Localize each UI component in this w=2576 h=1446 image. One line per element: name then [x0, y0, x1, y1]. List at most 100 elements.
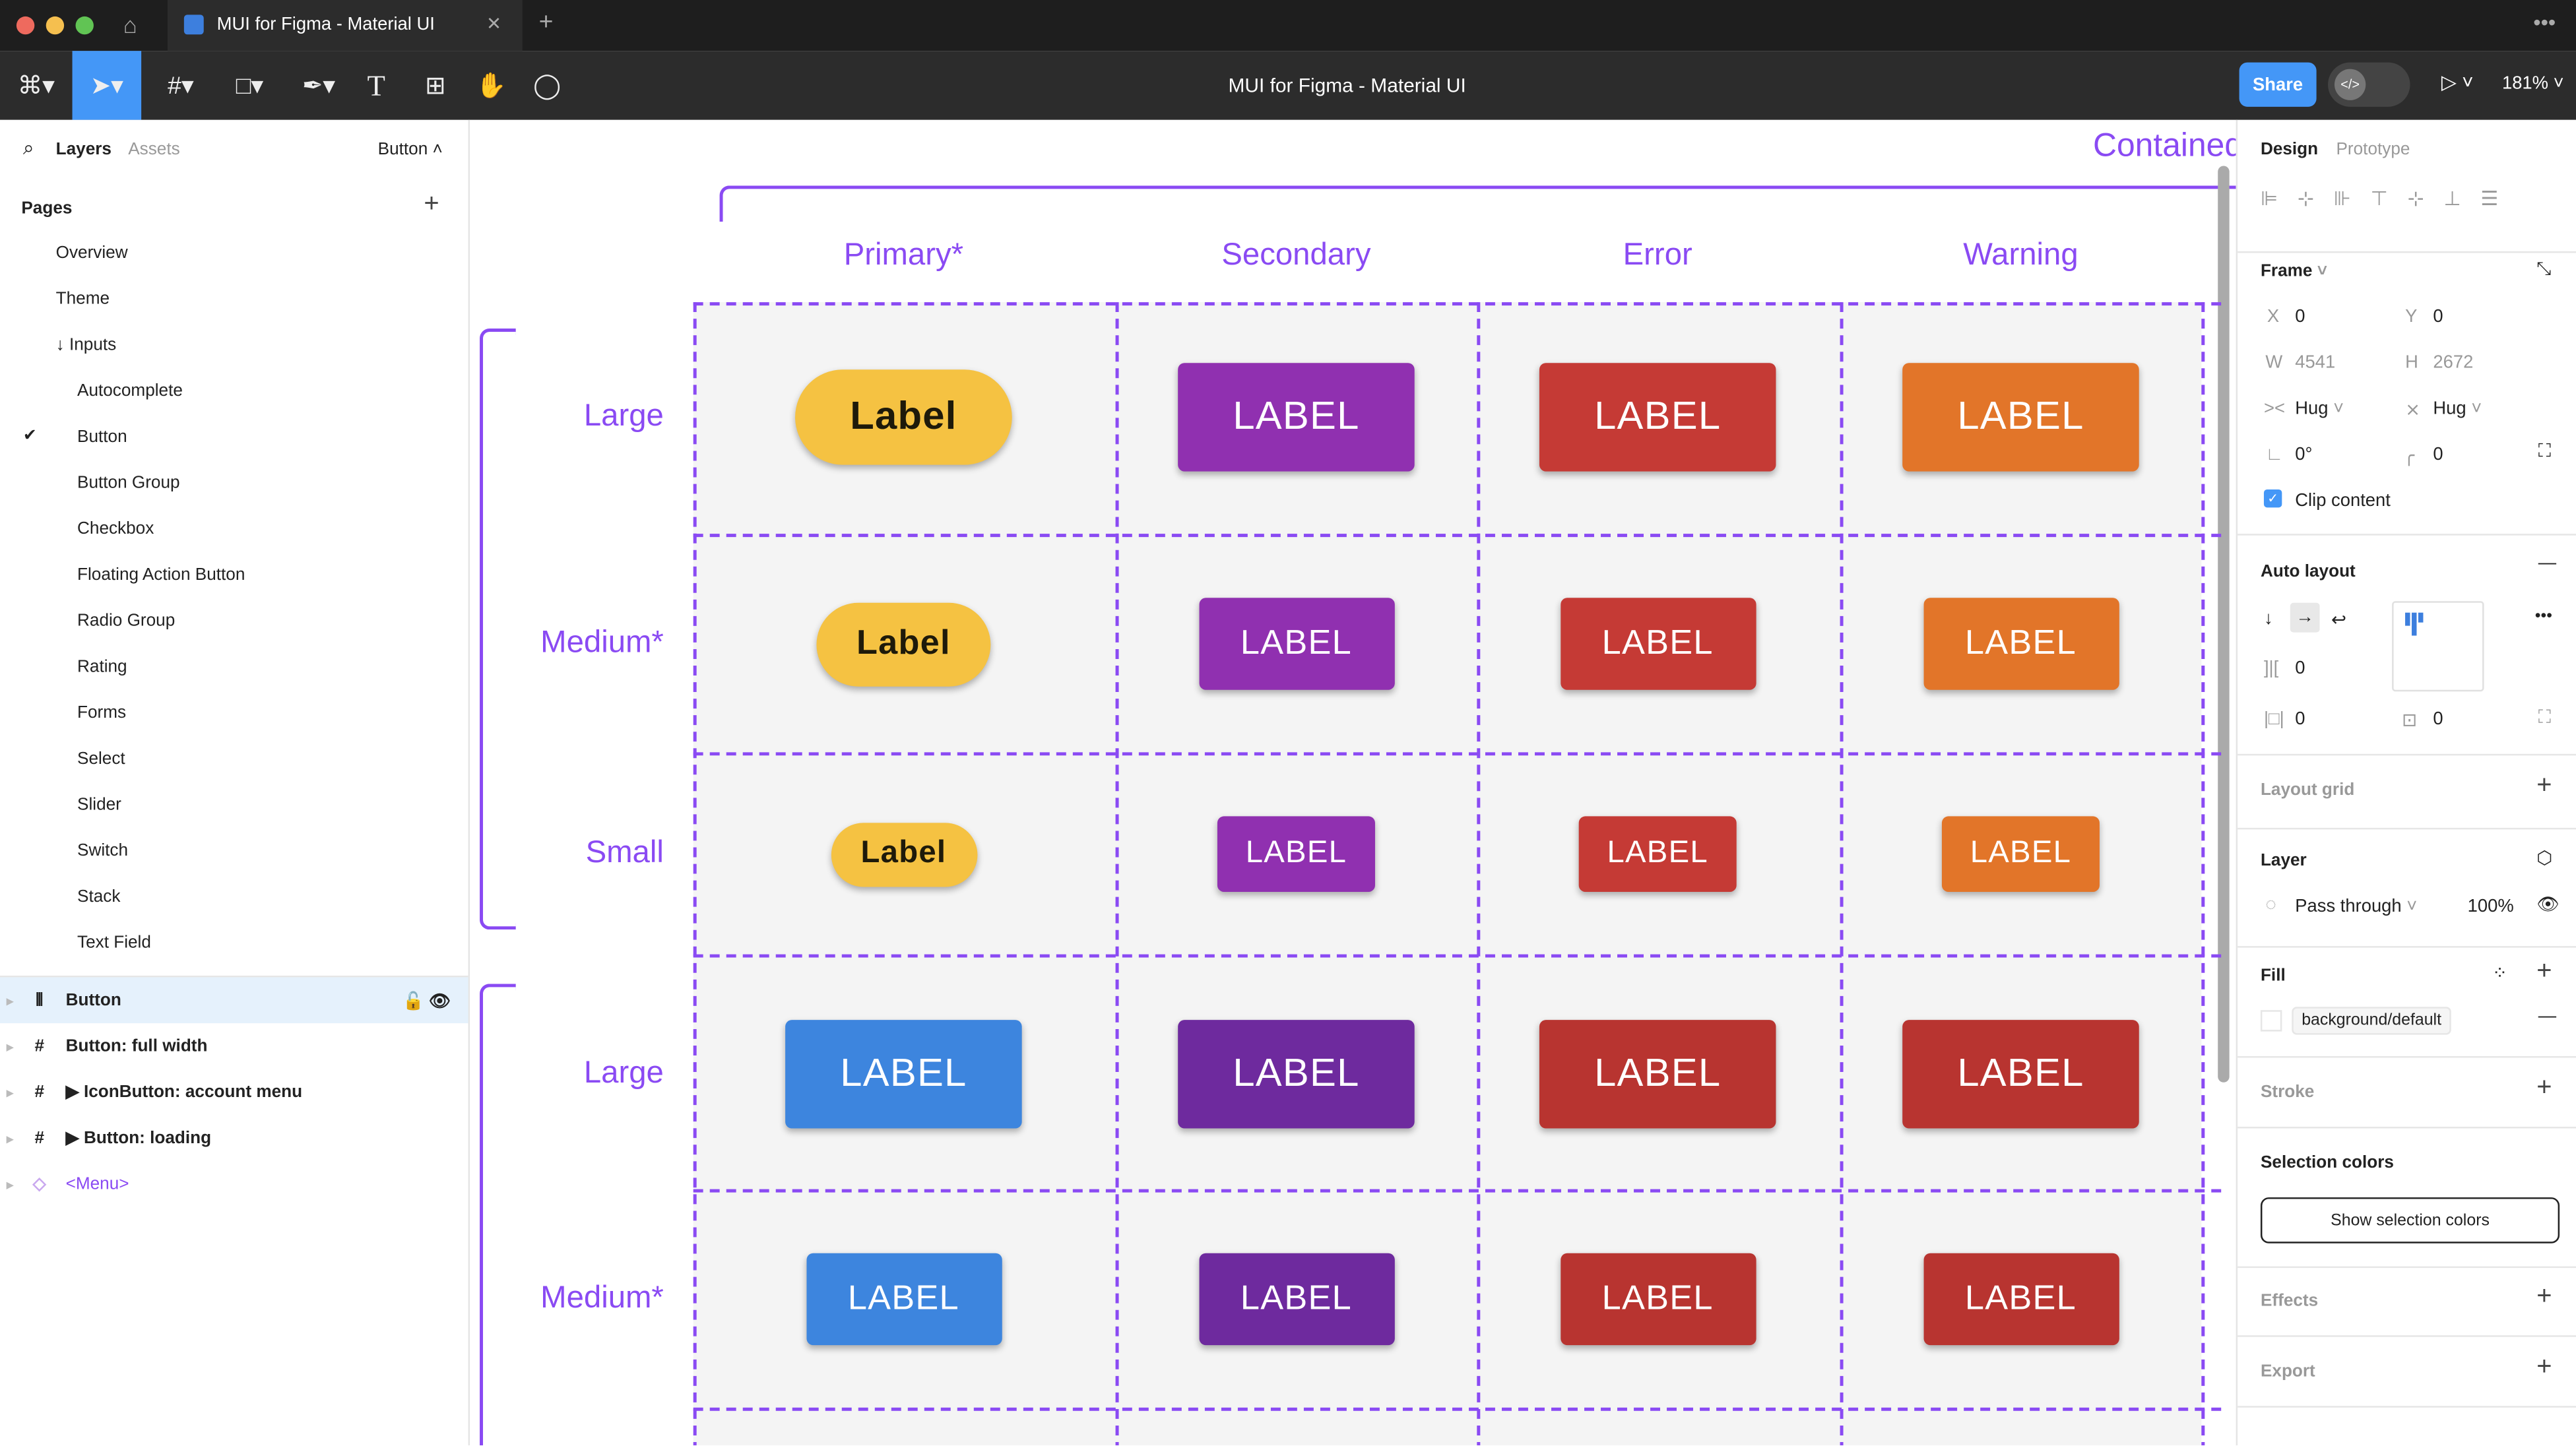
hand-tool-icon[interactable]: ✋ — [476, 72, 507, 100]
zoom-menu[interactable]: 181% ˅ — [2501, 74, 2564, 94]
fill-swatch[interactable] — [2260, 1010, 2282, 1032]
dev-mode-toggle[interactable]: </> — [2328, 62, 2410, 107]
blend-mode-select[interactable]: Pass through ˅ — [2295, 896, 2418, 917]
page-item[interactable]: Text Field — [77, 933, 151, 953]
auto-layout-more-icon[interactable]: ••• — [2534, 608, 2552, 626]
tab-assets[interactable]: Assets — [128, 139, 180, 160]
resources-tool-icon[interactable]: ⊞ — [425, 72, 446, 100]
close-tab-icon[interactable]: ✕ — [486, 15, 501, 35]
alignment-grid[interactable] — [2392, 601, 2484, 692]
individual-padding-icon[interactable]: ⛶ — [2538, 708, 2551, 728]
more-icon[interactable]: ••• — [2533, 9, 2556, 35]
clip-content-checkbox[interactable]: ✓ — [2263, 489, 2282, 508]
expand-caret-icon[interactable]: ▸ — [6, 1038, 13, 1054]
y-input[interactable]: 0 — [2433, 307, 2443, 327]
height-input[interactable]: 2672 — [2433, 353, 2474, 373]
page-item[interactable]: Select — [77, 749, 125, 769]
corner-radius-input[interactable]: 0 — [2433, 445, 2443, 465]
search-icon[interactable]: ⌕ — [22, 136, 34, 160]
page-item[interactable]: Autocomplete — [77, 381, 183, 401]
mui-button[interactable]: Label — [830, 822, 977, 887]
mui-button[interactable]: LABEL — [1923, 598, 2119, 690]
add-export-icon[interactable]: + — [2536, 1353, 2552, 1381]
layer-row[interactable]: ▸ # ▶ IconButton: account menu — [0, 1069, 468, 1116]
mui-button[interactable]: LABEL — [1178, 1020, 1415, 1129]
height-mode-select[interactable]: Hug ˅ — [2433, 399, 2482, 419]
page-item[interactable]: Stack — [77, 887, 121, 907]
move-tool-icon[interactable]: ➤▾ — [72, 51, 142, 120]
mui-button[interactable]: LABEL — [1539, 1020, 1776, 1129]
text-tool-icon[interactable]: T — [367, 68, 385, 102]
expand-caret-icon[interactable]: ▸ — [6, 1176, 13, 1192]
close-window-button[interactable] — [16, 16, 35, 35]
mui-button[interactable]: LABEL — [1923, 1253, 2119, 1346]
mui-button[interactable]: LABEL — [1902, 1020, 2139, 1129]
tab-prototype[interactable]: Prototype — [2336, 139, 2410, 160]
page-item[interactable]: Slider — [77, 795, 121, 815]
expand-caret-icon[interactable]: ▸ — [6, 993, 13, 1008]
tab-layers[interactable]: Layers — [55, 139, 112, 160]
add-page-icon[interactable]: + — [424, 190, 439, 219]
comment-tool-icon[interactable]: ◯ — [533, 72, 561, 100]
maximize-window-button[interactable] — [75, 16, 94, 35]
unlock-icon[interactable]: 🔓 — [402, 991, 424, 1011]
main-menu-icon[interactable]: ⌘▾ — [17, 72, 55, 100]
home-icon[interactable]: ⌂ — [123, 11, 137, 38]
independent-corners-icon[interactable]: ⛶ — [2538, 441, 2551, 462]
fill-style[interactable]: background/default — [2292, 1007, 2451, 1035]
page-item[interactable]: Button — [77, 427, 127, 447]
canvas-scrollbar[interactable] — [2218, 166, 2230, 1083]
frame-title[interactable]: Frame ˅ — [2260, 261, 2327, 281]
opacity-input[interactable]: 100% — [2467, 896, 2514, 917]
add-effect-icon[interactable]: + — [2536, 1282, 2552, 1311]
mui-button[interactable]: LABEL — [1578, 816, 1737, 892]
add-stroke-icon[interactable]: + — [2536, 1074, 2552, 1102]
mui-button[interactable]: LABEL — [1198, 598, 1394, 690]
page-item[interactable]: Radio Group — [77, 611, 176, 631]
mui-button[interactable]: LABEL — [1198, 1253, 1394, 1346]
mui-button[interactable]: LABEL — [806, 1253, 1002, 1346]
share-button[interactable]: Share — [2239, 62, 2317, 107]
horizontal-padding-input[interactable]: 0 — [2295, 709, 2305, 730]
horizontal-direction-icon[interactable]: → — [2290, 602, 2320, 633]
page-item[interactable]: Floating Action Button — [77, 565, 245, 585]
remove-auto-layout-icon[interactable]: — — [2538, 553, 2557, 573]
page-item[interactable]: ↓ Inputs — [55, 334, 117, 355]
page-item[interactable]: Forms — [77, 703, 127, 723]
layer-row[interactable]: ▸ ⦀ Button 🔓 👁 — [0, 977, 468, 1024]
alignment-icons[interactable]: ⊫⊹⊪⊤⊹⊥☰ — [2260, 187, 2519, 210]
file-tab[interactable]: MUI for Figma - Material UI ✕ — [167, 0, 523, 51]
minimize-window-button[interactable] — [46, 16, 65, 35]
page-item[interactable]: Checkbox — [77, 519, 154, 539]
mui-button[interactable]: LABEL — [1178, 363, 1415, 472]
page-item[interactable]: Overview — [55, 243, 128, 263]
mui-button[interactable]: Label — [816, 602, 991, 686]
page-item[interactable]: Theme — [55, 289, 110, 309]
mui-button[interactable]: LABEL — [1560, 598, 1756, 690]
layer-mask-icon[interactable]: ⬡ — [2536, 849, 2553, 869]
vertical-padding-input[interactable]: 0 — [2433, 709, 2443, 730]
page-item[interactable]: Button Group — [77, 473, 180, 493]
shape-tool-icon[interactable]: □▾ — [236, 72, 264, 100]
canvas[interactable]: Contained Primary* Secondary Error Warning L… — [470, 119, 2236, 1446]
expand-caret-icon[interactable]: ▸ — [6, 1131, 13, 1146]
resize-to-fit-icon[interactable]: ⤡ — [2536, 259, 2552, 280]
add-fill-icon[interactable]: + — [2536, 957, 2552, 986]
visibility-icon[interactable]: 👁 — [428, 991, 451, 1011]
x-input[interactable]: 0 — [2295, 307, 2305, 327]
page-item[interactable]: Switch — [77, 840, 129, 861]
page-item[interactable]: Rating — [77, 656, 127, 677]
expand-caret-icon[interactable]: ▸ — [6, 1084, 13, 1100]
new-tab-button[interactable]: + — [538, 8, 554, 36]
page-selector[interactable]: Button ˄ — [377, 139, 443, 160]
mui-button[interactable]: LABEL — [1560, 1253, 1756, 1346]
mui-button[interactable]: LABEL — [1902, 363, 2139, 472]
width-input[interactable]: 4541 — [2295, 353, 2336, 373]
layer-row[interactable]: ▸ ◇ <Menu> — [0, 1161, 468, 1207]
wrap-icon[interactable]: ↩ — [2331, 611, 2346, 631]
layer-row[interactable]: ▸ # ▶ Button: loading — [0, 1116, 468, 1162]
rotation-input[interactable]: 0° — [2295, 445, 2313, 465]
gap-input[interactable]: 0 — [2295, 658, 2305, 679]
mui-button[interactable]: LABEL — [1941, 816, 2100, 892]
present-icon[interactable]: ▷ ˅ — [2441, 71, 2474, 94]
